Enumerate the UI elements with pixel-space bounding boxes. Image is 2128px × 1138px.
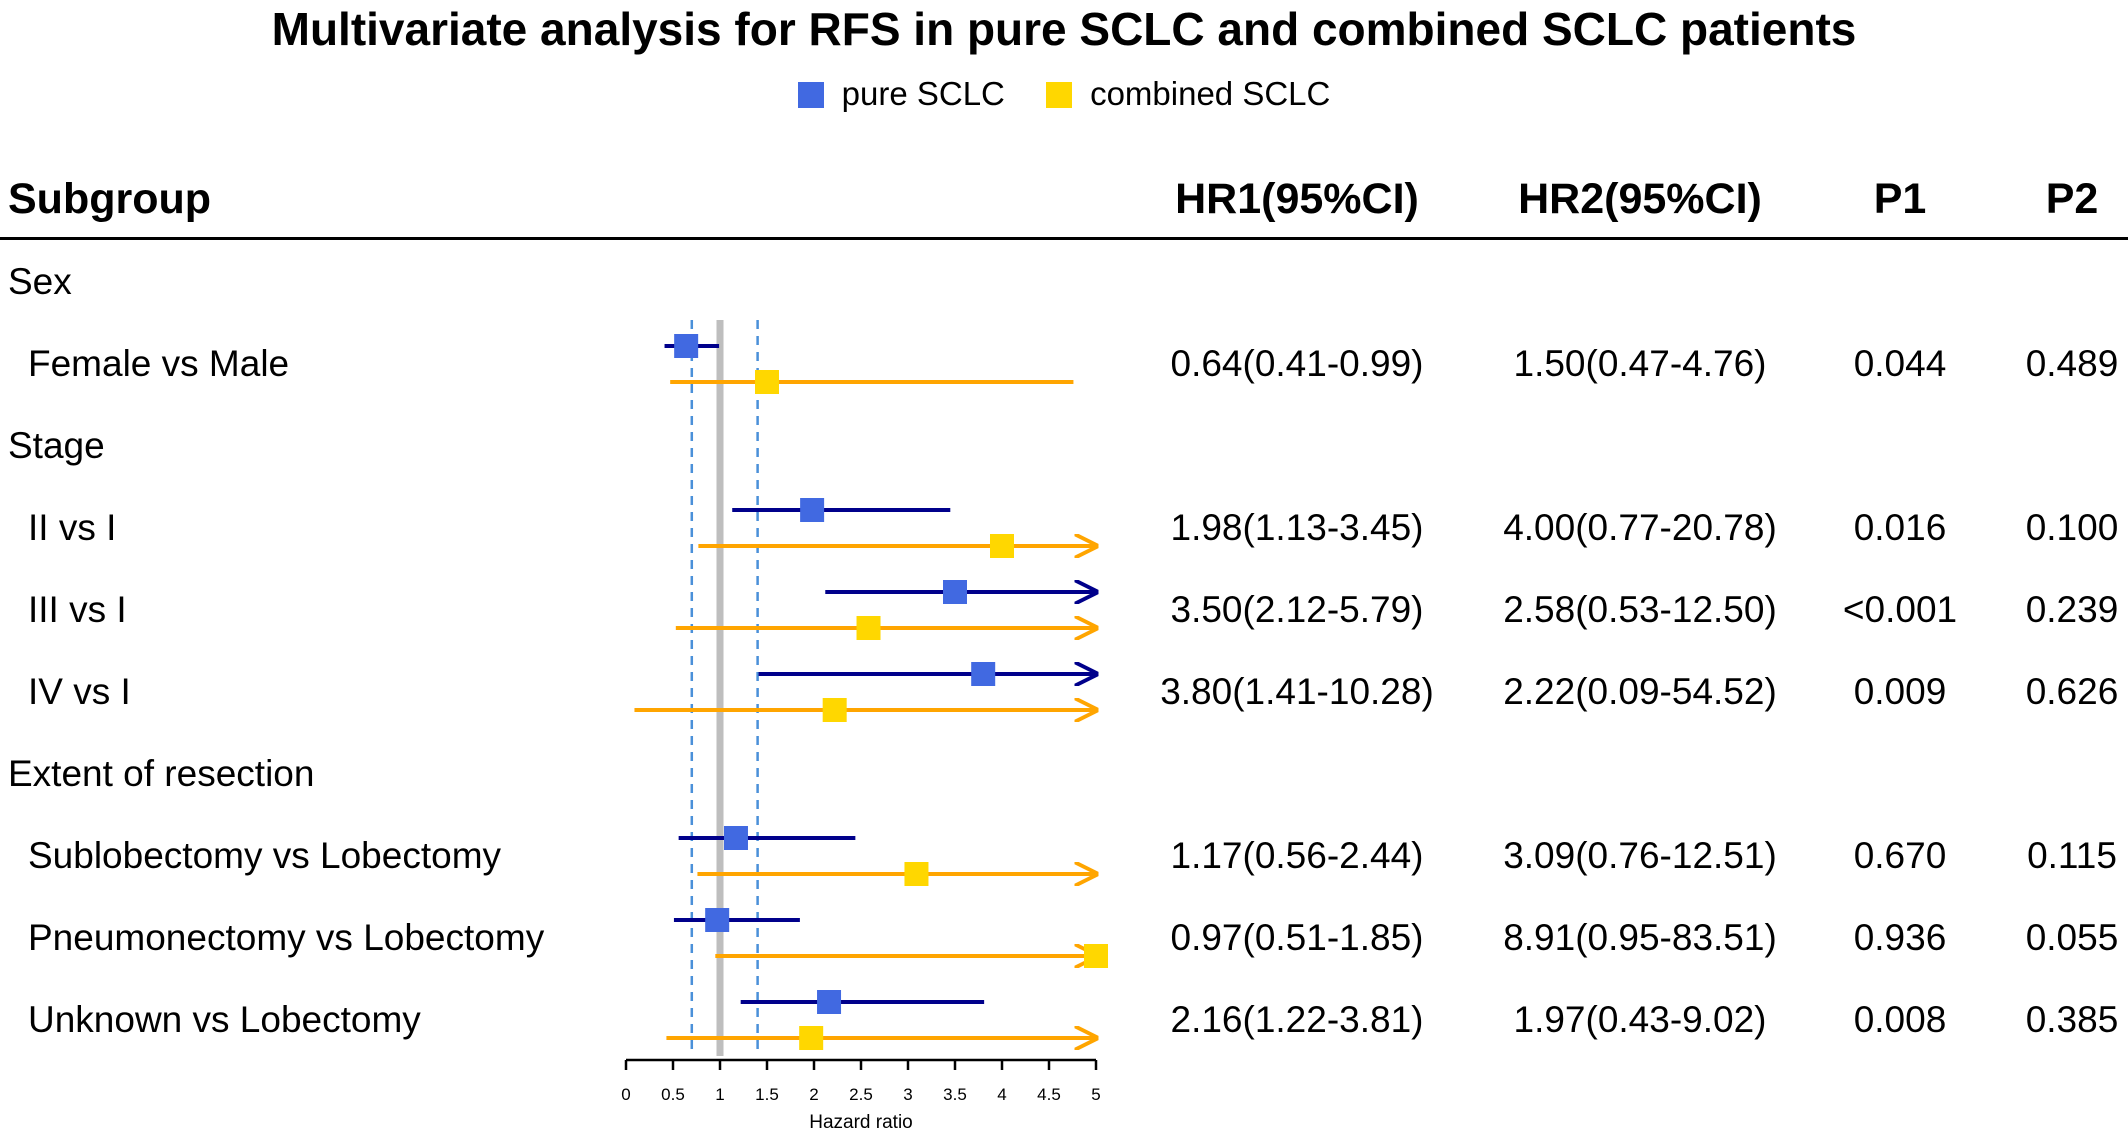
x-tick-label: 1.5 bbox=[755, 1085, 779, 1104]
header-hr2: HR2(95%CI) bbox=[1518, 175, 1762, 223]
p1-value: 0.670 bbox=[1853, 835, 1947, 876]
point-estimate bbox=[1084, 944, 1108, 968]
p2-value: 0.626 bbox=[2025, 671, 2119, 712]
hr2-value: 1.97(0.43-9.02) bbox=[1513, 999, 1767, 1040]
p1-value: <0.001 bbox=[1842, 589, 1958, 630]
hr2-value: 8.91(0.95-83.51) bbox=[1503, 917, 1777, 958]
x-tick-label: 3 bbox=[903, 1085, 912, 1104]
hr1-value: 2.16(1.22-3.81) bbox=[1170, 999, 1424, 1040]
x-tick-label: 2 bbox=[809, 1085, 818, 1104]
row-label: Unknown vs Lobectomy bbox=[28, 999, 421, 1040]
point-estimate bbox=[971, 662, 996, 686]
hr1-value: 0.64(0.41-0.99) bbox=[1170, 343, 1424, 384]
row-label: IV vs I bbox=[28, 671, 131, 712]
legend-item-pure: pure SCLC bbox=[797, 70, 1005, 118]
p1-value: 0.044 bbox=[1853, 343, 1947, 384]
x-tick-label: 0 bbox=[621, 1085, 630, 1104]
x-tick-label: 1 bbox=[715, 1085, 724, 1104]
point-estimate bbox=[856, 616, 881, 640]
hr2-value: 3.09(0.76-12.51) bbox=[1503, 835, 1777, 876]
row-label: Female vs Male bbox=[28, 343, 290, 384]
hr1-value: 3.50(2.12-5.79) bbox=[1170, 589, 1424, 630]
hr2-value: 1.50(0.47-4.76) bbox=[1513, 343, 1767, 384]
p1-value: 0.016 bbox=[1853, 507, 1947, 548]
row-label: III vs I bbox=[28, 589, 127, 630]
point-estimate bbox=[904, 862, 929, 886]
legend: pure SCLC combined SCLC bbox=[0, 68, 2128, 118]
group-label-stage: Stage bbox=[8, 425, 105, 466]
legend-swatch-combined bbox=[1046, 82, 1073, 109]
p1-value: 0.936 bbox=[1853, 917, 1947, 958]
legend-label-pure: pure SCLC bbox=[841, 75, 1005, 113]
x-tick-label: 0.5 bbox=[661, 1085, 685, 1104]
hr2-value: 4.00(0.77-20.78) bbox=[1503, 507, 1777, 548]
point-estimate bbox=[990, 534, 1014, 558]
hr1-value: 3.80(1.41-10.28) bbox=[1160, 671, 1434, 712]
row-label: Pneumonectomy vs Lobectomy bbox=[28, 917, 545, 958]
legend-swatch-pure bbox=[797, 82, 824, 109]
header-p2: P2 bbox=[2045, 175, 2099, 223]
point-estimate bbox=[755, 370, 779, 394]
row-label: Sublobectomy vs Lobectomy bbox=[28, 835, 502, 876]
hr2-value: 2.58(0.53-12.50) bbox=[1503, 589, 1777, 630]
hr1-value: 1.17(0.56-2.44) bbox=[1170, 835, 1424, 876]
point-estimate bbox=[817, 990, 842, 1014]
point-estimate bbox=[674, 334, 699, 358]
chart-title: Multivariate analysis for RFS in pure SC… bbox=[271, 3, 1857, 55]
p2-value: 0.055 bbox=[2025, 917, 2119, 958]
p1-value: 0.009 bbox=[1853, 671, 1947, 712]
hr1-value: 1.98(1.13-3.45) bbox=[1170, 507, 1424, 548]
p2-value: 0.239 bbox=[2025, 589, 2119, 630]
point-estimate bbox=[799, 1026, 824, 1050]
hr1-value: 0.97(0.51-1.85) bbox=[1170, 917, 1424, 958]
x-tick-label: 4.5 bbox=[1037, 1085, 1061, 1104]
header-subgroup: Subgroup bbox=[8, 175, 212, 223]
point-estimate bbox=[943, 580, 967, 604]
x-tick-label: 3.5 bbox=[943, 1085, 967, 1104]
point-estimate bbox=[800, 498, 825, 522]
group-label-sex: Sex bbox=[8, 261, 72, 302]
x-tick-label: 5 bbox=[1091, 1085, 1100, 1104]
x-axis-title: Hazard ratio bbox=[809, 1112, 913, 1133]
p2-value: 0.100 bbox=[2025, 507, 2119, 548]
hr2-value: 2.22(0.09-54.52) bbox=[1503, 671, 1777, 712]
p1-value: 0.008 bbox=[1853, 999, 1947, 1040]
row-label: II vs I bbox=[28, 507, 117, 548]
group-label-resection: Extent of resection bbox=[8, 753, 315, 794]
legend-label-combined: combined SCLC bbox=[1090, 75, 1331, 113]
p2-value: 0.115 bbox=[2027, 835, 2117, 876]
legend-item-combined: combined SCLC bbox=[1046, 70, 1330, 118]
p2-value: 0.385 bbox=[2025, 999, 2119, 1040]
p2-value: 0.489 bbox=[2025, 343, 2119, 384]
point-estimate bbox=[705, 908, 730, 932]
header-rule bbox=[0, 237, 2128, 240]
point-estimate bbox=[723, 826, 748, 850]
point-estimate bbox=[822, 698, 847, 722]
header-hr1: HR1(95%CI) bbox=[1175, 175, 1419, 223]
x-tick-label: 2.5 bbox=[849, 1085, 873, 1104]
x-tick-label: 4 bbox=[997, 1085, 1006, 1104]
header-p1: P1 bbox=[1873, 175, 1927, 223]
